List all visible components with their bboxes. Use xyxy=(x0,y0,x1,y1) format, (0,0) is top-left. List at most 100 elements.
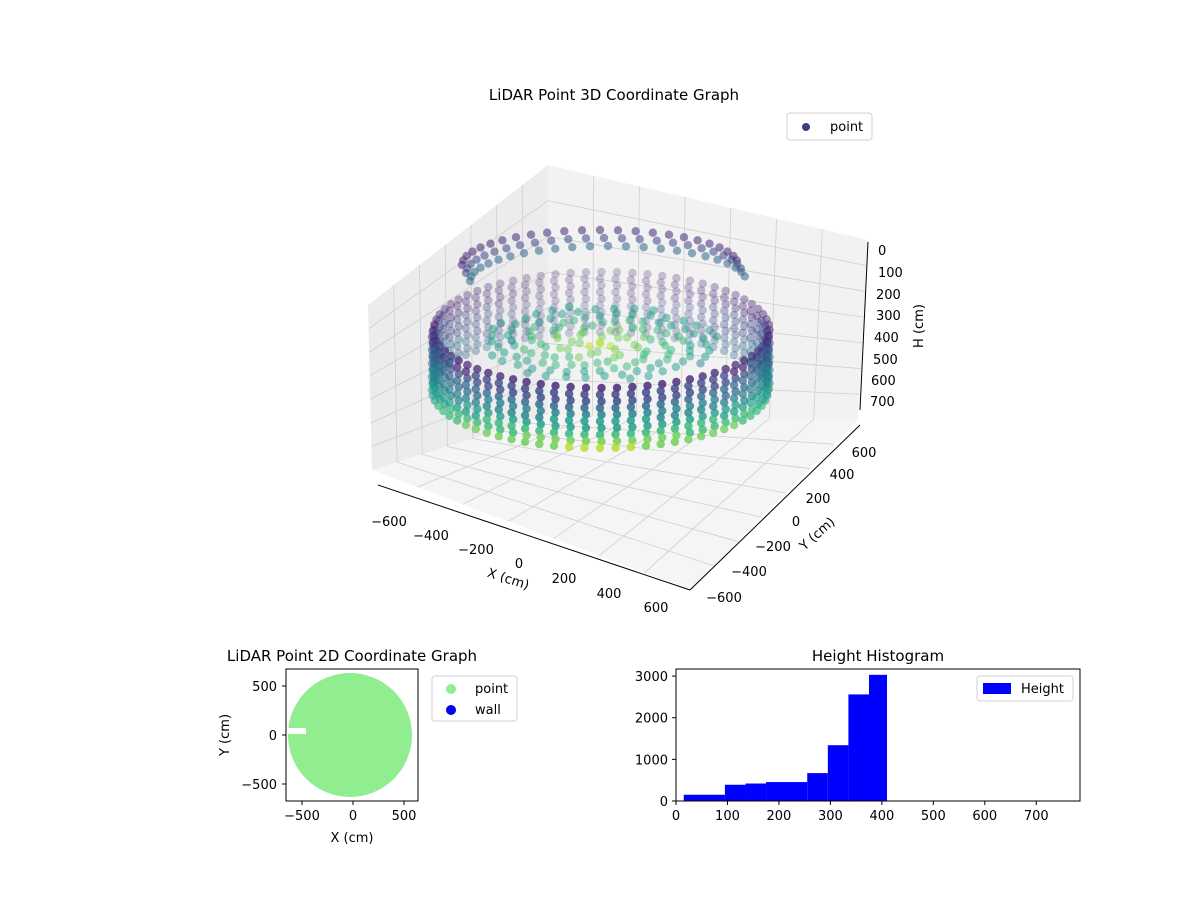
lidar-point-3d xyxy=(535,386,544,395)
lidar-point-3d xyxy=(710,368,719,378)
lidar-point-3d xyxy=(536,419,545,429)
lidar-point-3d xyxy=(454,348,463,357)
lidar-point-3d xyxy=(461,297,471,306)
lidar-point-3d xyxy=(689,329,698,338)
lidar-point-3d xyxy=(581,234,591,243)
lidar-point-3d xyxy=(719,251,728,260)
lidar-point-3d xyxy=(746,306,755,315)
lidar-point-3d xyxy=(664,230,674,239)
lidar-point-3d xyxy=(522,391,531,400)
lidar-point-3d xyxy=(535,439,544,449)
lidar-point-3d xyxy=(643,394,652,404)
lidar-point-3d xyxy=(486,239,495,248)
lidar-point-3d xyxy=(494,378,503,388)
legend-2d: point wall xyxy=(431,675,518,722)
lidar-point-3d xyxy=(721,364,730,374)
lidar-point-3d xyxy=(471,333,480,342)
lidar-point-3d xyxy=(461,324,471,333)
lidar-point-3d xyxy=(617,234,627,243)
lidar-point-3d xyxy=(453,328,462,337)
lidar-point-3d xyxy=(595,338,605,348)
lidar-point-3d xyxy=(535,413,544,422)
lidar-point-3d xyxy=(731,414,740,423)
lidar-point-3d xyxy=(662,313,671,323)
lidar-point-3d xyxy=(612,423,622,432)
lidar-point-3d xyxy=(566,322,575,331)
lidar-point-3d xyxy=(731,344,740,353)
lidar-point-3d xyxy=(595,403,605,413)
lidar-point-3d xyxy=(482,388,491,398)
lidar-point-3d xyxy=(709,247,718,256)
lidar-point-3d xyxy=(738,416,747,425)
lidar-point-3d xyxy=(535,331,544,341)
lidar-point-3d xyxy=(644,371,653,381)
lidar-point-3d xyxy=(566,436,575,445)
lidar-point-3d xyxy=(610,345,620,354)
lidar-point-3d xyxy=(508,375,518,384)
lidar-point-3d xyxy=(658,406,667,415)
lidar-point-3d xyxy=(611,416,620,426)
y-tick-label: 400 xyxy=(830,468,855,483)
legend-2d-marker-wall xyxy=(446,705,456,715)
lidar-point-3d xyxy=(721,418,730,427)
lidar-point-3d xyxy=(684,296,693,305)
lidar-point-3d xyxy=(630,358,640,367)
lidar-point-3d xyxy=(643,381,652,390)
lidar-point-3d xyxy=(720,306,729,316)
histogram-bar xyxy=(827,745,849,801)
lidar-point-3d xyxy=(652,236,661,245)
lidar-point-3d xyxy=(698,412,707,421)
lidar-point-3d xyxy=(489,324,498,334)
lidar-point-3d xyxy=(577,226,587,235)
lidar-point-3d xyxy=(721,313,730,322)
lidar-point-3d xyxy=(738,328,747,337)
lidar-point-3d xyxy=(580,274,589,284)
lidar-point-3d xyxy=(476,243,485,252)
lidar-point-3d xyxy=(564,328,574,338)
lidar-point-3d xyxy=(752,380,761,389)
x-tick-label: 700 xyxy=(1024,809,1049,824)
lidar-point-3d xyxy=(684,408,693,417)
lidar-point-3d xyxy=(685,428,695,437)
lidar-point-3d xyxy=(536,406,545,415)
lidar-point-3d xyxy=(482,415,491,424)
histogram: Height Histogram 0 100 200 300 400 500 600 700 … xyxy=(635,647,1081,824)
lidar-point-3d xyxy=(668,238,678,247)
lidar-point-3d xyxy=(720,411,729,420)
lidar-point-3d xyxy=(658,433,667,442)
lidar-point-3d xyxy=(538,358,547,367)
lidar-point-3d xyxy=(646,363,655,373)
lidar-point-3d xyxy=(731,290,740,300)
y-axis-line xyxy=(689,424,861,591)
x-tick-label: 600 xyxy=(644,601,669,616)
lidar-point-3d xyxy=(758,309,768,319)
z-tick-label: 200 xyxy=(876,288,901,303)
lidar-point-3d xyxy=(484,259,493,268)
lidar-point-3d xyxy=(670,280,680,289)
lidar-point-3d xyxy=(446,378,456,387)
lidar-point-3d xyxy=(729,310,739,320)
lidar-point-3d xyxy=(611,274,620,284)
lidar-point-3d xyxy=(595,274,605,283)
lidar-point-3d xyxy=(498,236,507,245)
lidar-point-3d xyxy=(729,297,739,306)
lidar-point-3d xyxy=(670,424,680,433)
lidar-point-3d xyxy=(567,337,576,346)
lidar-point-3d xyxy=(639,243,648,252)
lidar-point-3d xyxy=(440,346,449,356)
lidar-point-3d xyxy=(622,362,632,371)
z-tick-label: 400 xyxy=(874,331,899,346)
lidar-point-3d xyxy=(672,313,681,323)
lidar-point-3d xyxy=(628,436,637,445)
chart-3d: LiDAR Point 3D Coordinate Graph −600 −40… xyxy=(368,86,927,616)
lidar-point-3d xyxy=(698,306,707,315)
lidar-point-3d xyxy=(463,400,472,410)
lidar-point-3d xyxy=(532,310,541,319)
lidar-point-3d xyxy=(564,416,574,425)
y-tick-label: 2000 xyxy=(635,712,668,727)
chart-2d-title: LiDAR Point 2D Coordinate Graph xyxy=(227,647,477,665)
lidar-point-3d xyxy=(463,360,472,370)
legend-2d-label-point: point xyxy=(475,682,508,697)
z-tick-label: 0 xyxy=(878,244,886,259)
grid-line xyxy=(547,271,864,318)
